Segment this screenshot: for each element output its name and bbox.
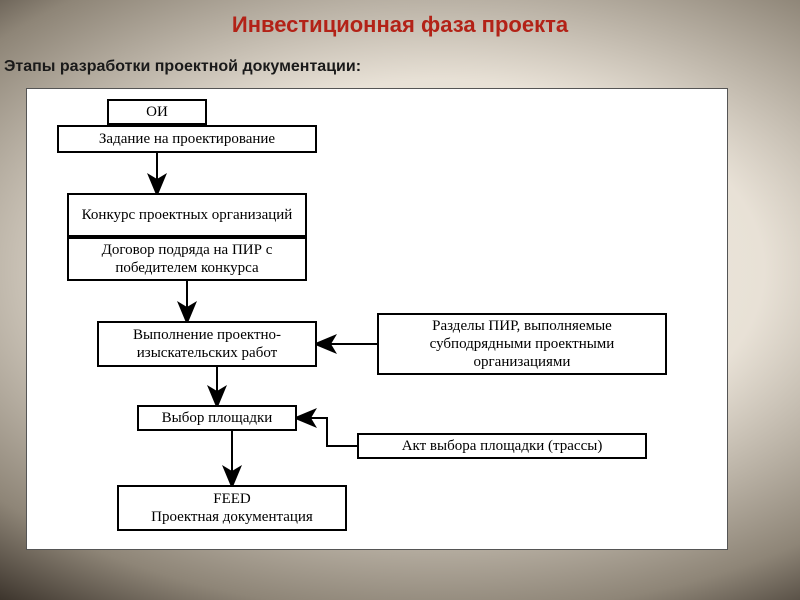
flowchart-node-feed: FEEDПроектная документация — [117, 485, 347, 531]
flowchart-node-act: Акт выбора площадки (трассы) — [357, 433, 647, 459]
flowchart-node-contract: Договор подряда на ПИР с победителем кон… — [67, 237, 307, 281]
flowchart-node-site: Выбор площадки — [137, 405, 297, 431]
page-subtitle: Этапы разработки проектной документации: — [0, 58, 361, 76]
slide-background: Инвестиционная фаза проекта Этапы разраб… — [0, 0, 800, 600]
flowchart-diagram: ОИЗадание на проектирование Конкурс проек… — [26, 88, 728, 550]
page-title: Инвестиционная фаза проекта — [0, 12, 800, 38]
flowchart-node-contest: Конкурс проектных организаций — [67, 193, 307, 237]
flowchart-node-pir: Выполнение проектно-изыскательских работ — [97, 321, 317, 367]
flowchart-node-task: Задание на проектирование — [57, 125, 317, 153]
flowchart-node-oi: ОИ — [107, 99, 207, 125]
flowchart-node-subpir: Разделы ПИР, выполняемые субподрядными п… — [377, 313, 667, 375]
